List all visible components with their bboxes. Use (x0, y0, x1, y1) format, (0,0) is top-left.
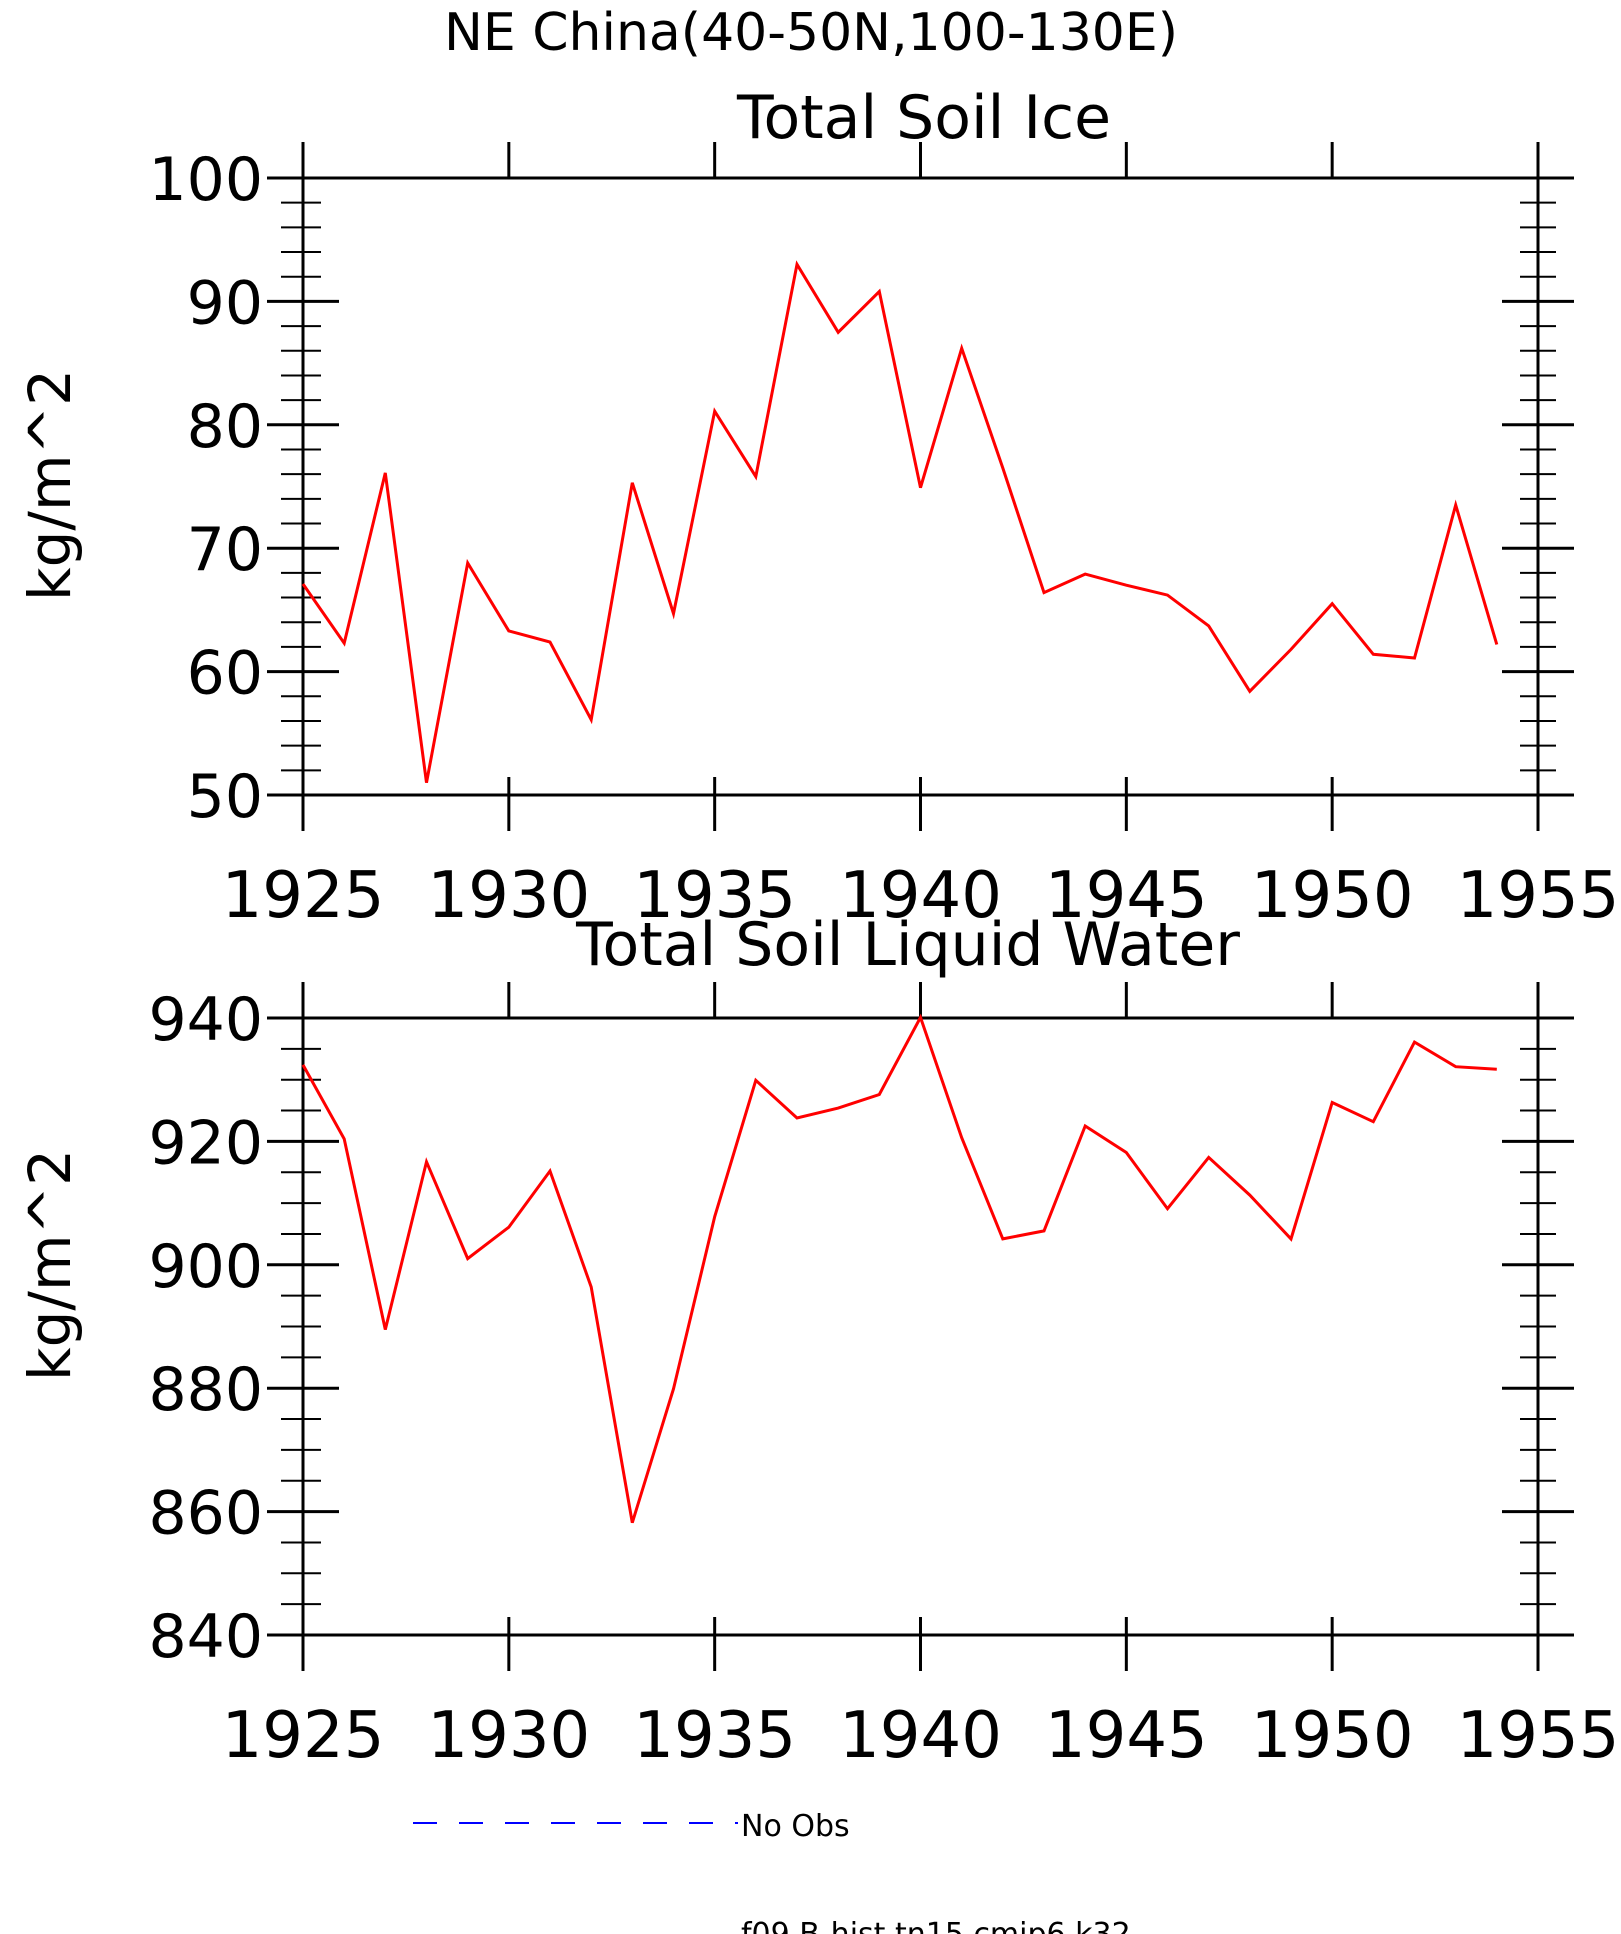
y-tick-label: 840 (148, 1602, 263, 1672)
chart-title: Total Soil Ice (736, 83, 1111, 153)
y-tick-label: 50 (187, 762, 263, 832)
x-tick-label: 1935 (633, 1699, 796, 1773)
y-tick-label: 70 (187, 515, 263, 585)
chart-title: Total Soil Liquid Water (575, 910, 1240, 980)
y-tick-label: 90 (187, 268, 263, 338)
x-tick-label: 1955 (1457, 1699, 1620, 1773)
y-tick-label: 860 (148, 1479, 263, 1549)
series-line (301, 1013, 1497, 1524)
x-tick-label: 1950 (1251, 859, 1414, 933)
x-tick-label: 1945 (1045, 1699, 1208, 1773)
x-tick-label: 1955 (1457, 859, 1620, 933)
legend: No Obs f09.B-hist.tn15.cmip6.k32 (413, 1809, 1131, 1934)
x-tick-label: 1945 (1045, 859, 1208, 933)
y-tick-label: 60 (187, 639, 263, 709)
figure-title: NE China(40-50N,100-130E) (444, 3, 1178, 63)
series-line (301, 260, 1499, 783)
y-axis-label: kg/m^2 (16, 1149, 84, 1381)
y-tick-label: 80 (187, 392, 263, 462)
panel-total-soil-liquid-water: Total Soil Liquid Water kg/m^2 840 860 880… (16, 910, 1619, 1773)
x-tick-label: 1925 (222, 1699, 385, 1773)
y-tick-label: 900 (148, 1232, 263, 1302)
legend-label-model: f09.B-hist.tn15.cmip6.k32 (741, 1917, 1131, 1934)
legend-label-no-obs: No Obs (741, 1809, 850, 1844)
x-tick-label: 1950 (1251, 1699, 1414, 1773)
x-tick-label: 1925 (222, 859, 385, 933)
x-tick-label: 1930 (427, 859, 590, 933)
y-tick-label: 880 (148, 1355, 263, 1425)
panel-total-soil-ice: Total Soil Ice kg/m^2 50 60 70 80 90 100 1925 1… (16, 83, 1619, 933)
x-tick-label: 1940 (839, 1699, 1002, 1773)
x-tick-label: 1930 (427, 1699, 590, 1773)
x-tick-label: 1935 (633, 859, 796, 933)
x-tick-label: 1940 (839, 859, 1002, 933)
y-axis-label: kg/m^2 (16, 369, 84, 601)
y-tick-label: 100 (148, 145, 263, 215)
y-tick-label: 940 (148, 985, 263, 1055)
y-tick-label: 920 (148, 1108, 263, 1178)
